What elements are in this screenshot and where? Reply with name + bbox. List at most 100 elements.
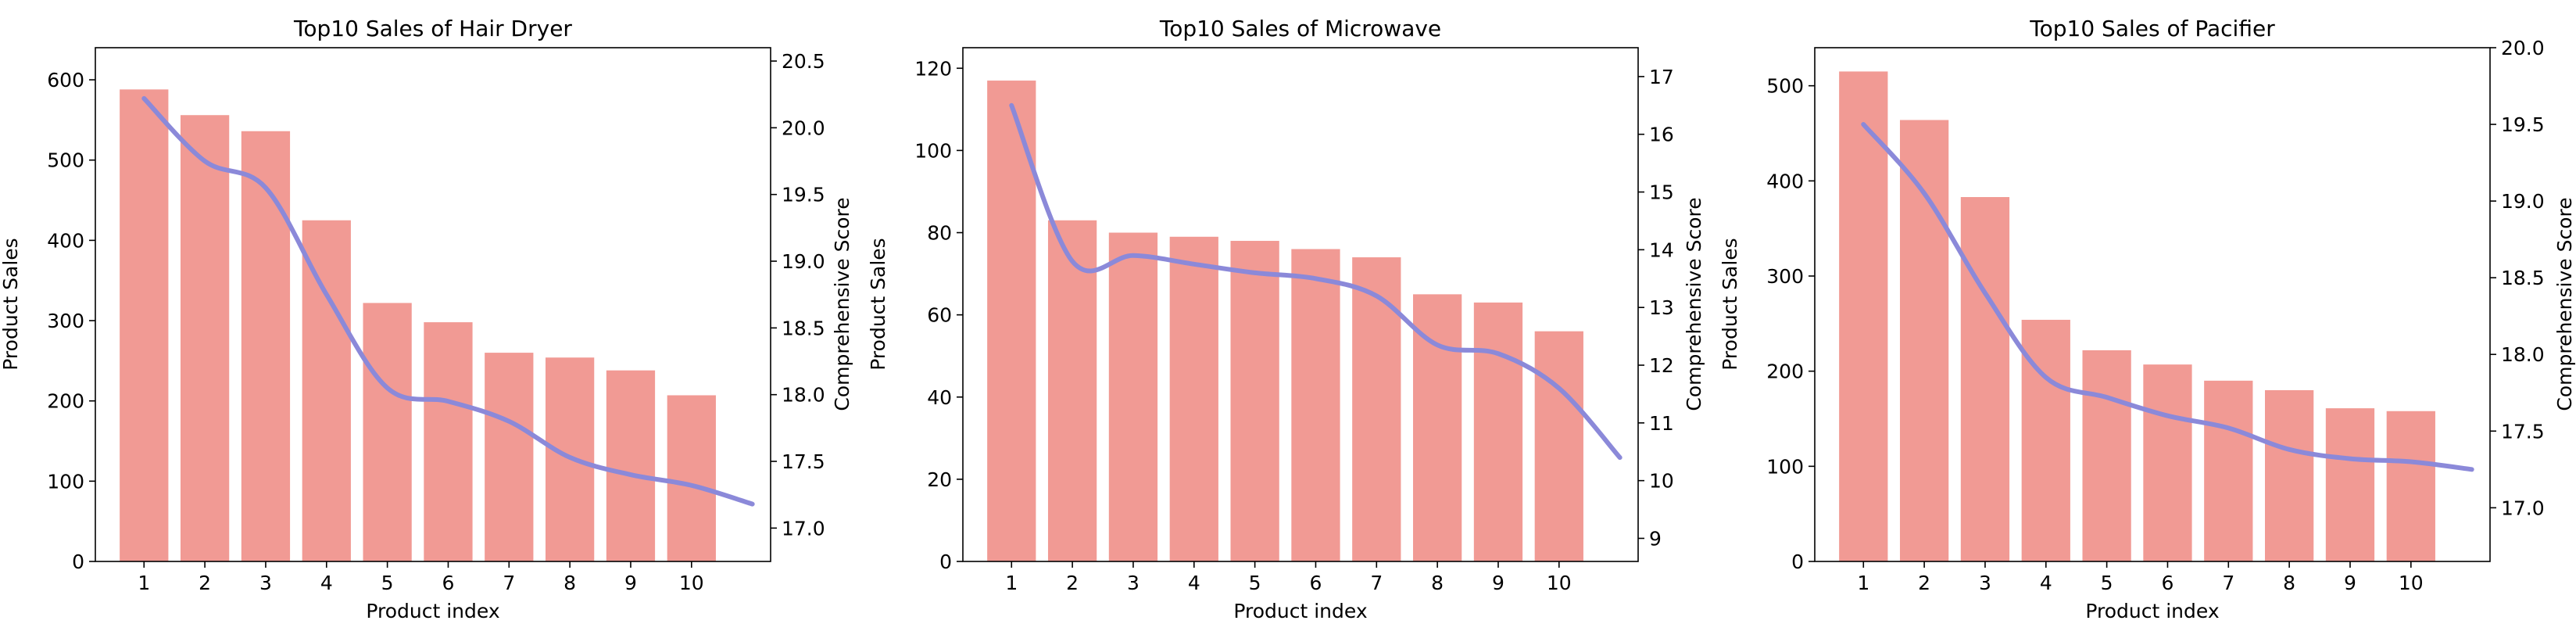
bar [1473,302,1523,561]
x-tick-label: 5 [1249,572,1261,594]
y-tick-label: 500 [47,149,84,172]
y-axis-label: Product Sales [867,238,889,370]
y-axis-label: Product Sales [1719,238,1741,370]
x-tick-label: 6 [1310,572,1322,594]
bar [1413,294,1462,561]
y2-tick-label: 17.5 [2501,420,2545,443]
x-tick-label: 5 [381,572,394,594]
y-tick-label: 400 [1766,170,1804,192]
y-tick-label: 40 [927,386,952,409]
y2-tick-label: 17.0 [782,517,825,540]
x-tick-label: 2 [1918,572,1930,594]
y-tick-label: 300 [47,310,84,332]
y-tick-label: 400 [47,229,84,252]
y2-tick-label: 10 [1649,470,1674,493]
y-tick-label: 60 [927,304,952,327]
y-tick-label: 300 [1766,265,1804,288]
y2-tick-label: 18.5 [782,317,825,339]
x-tick-label: 6 [2162,572,2174,594]
y2-tick-label: 19.5 [2501,113,2545,136]
bar [1047,220,1097,561]
y-tick-label: 100 [47,470,84,493]
bar [1230,241,1279,561]
x-tick-label: 8 [1431,572,1444,594]
bar [2204,380,2253,561]
y2-axis-label: Comprehensive Score [2553,197,2576,411]
y-tick-label: 500 [1766,75,1804,98]
bar [606,370,656,561]
y-tick-label: 0 [1791,550,1804,573]
x-tick-label: 6 [442,572,455,594]
x-tick-label: 1 [138,572,150,594]
bar [241,131,291,561]
bar [2265,390,2314,561]
y-tick-label: 100 [914,139,952,162]
x-tick-label: 4 [1188,572,1200,594]
bar [1899,120,1949,562]
bar [987,81,1036,562]
bar [2082,350,2131,561]
chart-panel-microwave: Top10 Sales of Microwave Product index P… [867,16,1705,622]
y2-tick-label: 19.5 [782,184,825,206]
bar [485,353,534,561]
chart-title: Top10 Sales of Microwave [1159,16,1441,41]
chart-title: Top10 Sales of Hair Dryer [293,16,572,41]
bar [120,89,169,561]
x-tick-label: 4 [320,572,333,594]
score-line [1009,102,1623,461]
x-tick-label: 3 [1127,572,1140,594]
x-tick-label: 10 [1547,572,1572,594]
x-axis-label: Product index [366,600,499,622]
bar [1534,331,1583,561]
y2-tick-label: 20.0 [782,117,825,139]
y2-tick-label: 20.0 [2501,37,2545,59]
bar [180,115,230,562]
y2-tick-label: 16 [1649,124,1674,146]
chart-panel-hair-dryer: Top10 Sales of Hair Dryer Product index … [0,16,853,622]
x-tick-label: 1 [1857,572,1869,594]
y-tick-label: 120 [914,57,952,80]
y2-axis-label: Comprehensive Score [1683,197,1705,411]
x-tick-label: 2 [199,572,211,594]
x-tick-label: 7 [503,572,515,594]
y2-tick-label: 18.0 [782,384,825,407]
plot-frame [1814,47,2491,562]
x-tick-label: 3 [259,572,272,594]
y2-tick-label: 17.0 [2501,497,2545,519]
bar [1169,236,1218,561]
y2-axis-label: Comprehensive Score [831,197,853,411]
x-tick-label: 7 [2222,572,2234,594]
x-tick-label: 9 [1492,572,1504,594]
y2-tick-label: 9 [1649,527,1662,550]
x-axis-label: Product index [2085,600,2219,622]
y2-tick-label: 19.0 [2501,190,2545,213]
x-tick-label: 7 [1370,572,1383,594]
y-tick-label: 600 [47,69,84,91]
bar [363,303,412,561]
bar [1839,71,1888,562]
y2-tick-label: 11 [1649,412,1674,435]
bar [1291,249,1340,561]
bar [2143,364,2192,561]
x-tick-label: 1 [1005,572,1018,594]
y-tick-label: 100 [1766,455,1804,478]
y-tick-label: 80 [927,222,952,245]
y-tick-label: 0 [72,550,84,573]
bar [667,395,716,561]
y-tick-label: 200 [1766,360,1804,383]
x-tick-label: 8 [564,572,576,594]
x-tick-label: 8 [2283,572,2295,594]
plot-frame [95,47,771,562]
x-tick-label: 5 [2101,572,2113,594]
bar [2325,408,2375,561]
y2-tick-label: 12 [1649,354,1674,377]
y2-tick-label: 17 [1649,66,1674,88]
bar [424,322,473,561]
y-axis-label: Product Sales [0,238,22,370]
x-tick-label: 9 [624,572,637,594]
y-tick-label: 200 [47,390,84,413]
x-axis-label: Product index [1233,600,1367,622]
x-tick-label: 9 [2344,572,2356,594]
x-tick-label: 4 [2040,572,2052,594]
